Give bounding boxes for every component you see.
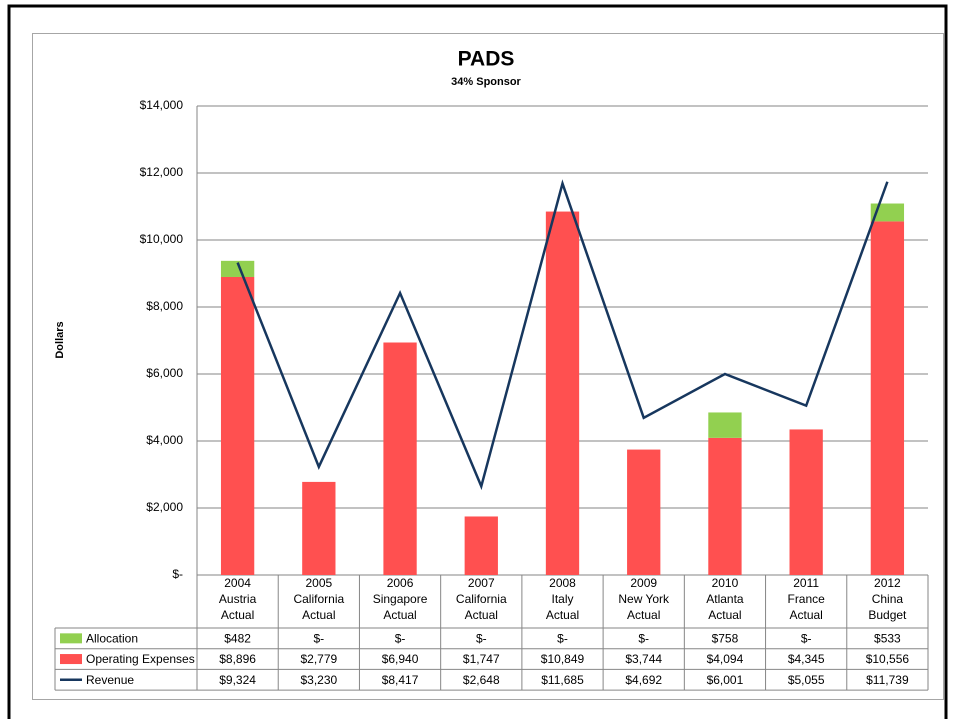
x-tick-label: Budget bbox=[868, 608, 907, 622]
x-tick-label: New York bbox=[618, 592, 670, 606]
y-tick-label: $6,000 bbox=[146, 366, 183, 380]
table-value: $- bbox=[476, 632, 487, 646]
y-tick-label: $12,000 bbox=[140, 165, 184, 179]
table-value: $4,345 bbox=[788, 652, 825, 666]
x-tick-label: Italy bbox=[551, 592, 573, 606]
table-value: $1,747 bbox=[463, 652, 500, 666]
x-tick-label: 2009 bbox=[630, 576, 657, 590]
legend-key bbox=[60, 654, 82, 665]
table-value: $2,648 bbox=[463, 673, 500, 687]
table-value: $2,779 bbox=[300, 652, 337, 666]
legend-key bbox=[60, 633, 82, 644]
bar-segment bbox=[302, 481, 336, 575]
table-value: $10,556 bbox=[866, 652, 910, 666]
y-tick-label: $10,000 bbox=[140, 232, 184, 246]
table-value: $8,417 bbox=[382, 673, 419, 687]
y-tick-label: $- bbox=[172, 567, 183, 581]
x-tick-label: Actual bbox=[302, 608, 335, 622]
revenue-line bbox=[236, 179, 889, 491]
table-value: $6,940 bbox=[382, 652, 419, 666]
x-tick-label: 2010 bbox=[712, 576, 739, 590]
y-tick-label: $4,000 bbox=[146, 433, 183, 447]
chart-subtitle: 34% Sponsor bbox=[451, 76, 521, 88]
x-tick-label: China bbox=[872, 592, 904, 606]
x-tick-label: Singapore bbox=[373, 592, 428, 606]
chart-area bbox=[32, 33, 944, 700]
table-value: $758 bbox=[712, 632, 739, 646]
legend-label: Allocation bbox=[86, 632, 138, 646]
bar-segment bbox=[870, 221, 905, 575]
table-value: $9,324 bbox=[219, 673, 256, 687]
bar-segment bbox=[627, 449, 661, 575]
bar-segment bbox=[464, 516, 498, 575]
x-tick-label: 2007 bbox=[468, 576, 495, 590]
table-value: $- bbox=[557, 632, 568, 646]
x-tick-label: 2005 bbox=[305, 576, 332, 590]
x-tick-label: Actual bbox=[627, 608, 660, 622]
table-value: $5,055 bbox=[788, 673, 825, 687]
y-axis-title: Dollars bbox=[54, 321, 66, 358]
x-tick-label: Actual bbox=[546, 608, 579, 622]
x-tick-label: 2008 bbox=[549, 576, 576, 590]
x-tick-label: Austria bbox=[219, 592, 257, 606]
x-tick-label: Atlanta bbox=[706, 592, 744, 606]
bar-segment bbox=[708, 412, 742, 438]
x-tick-label: 2012 bbox=[874, 576, 901, 590]
frame bbox=[7, 4, 948, 719]
table-value: $482 bbox=[224, 632, 251, 646]
x-tick-label: Actual bbox=[789, 608, 822, 622]
bar-segment bbox=[220, 260, 255, 277]
y-tick-label: $8,000 bbox=[146, 299, 183, 313]
x-tick-label: 2006 bbox=[387, 576, 414, 590]
table-value: $4,692 bbox=[625, 673, 662, 687]
bar-segment bbox=[708, 437, 742, 575]
table-value: $11,685 bbox=[541, 673, 584, 687]
table-value: $- bbox=[395, 632, 406, 646]
bar-segment bbox=[789, 429, 823, 575]
table-value: $- bbox=[638, 632, 649, 646]
bar-segment bbox=[545, 211, 580, 575]
table-value: $8,896 bbox=[219, 652, 256, 666]
x-tick-label: 2011 bbox=[793, 576, 819, 590]
table-value: $6,001 bbox=[707, 673, 744, 687]
x-tick-label: Actual bbox=[465, 608, 498, 622]
table-value: $- bbox=[801, 632, 812, 646]
y-tick-label: $2,000 bbox=[146, 500, 183, 514]
bar-segment bbox=[383, 342, 417, 575]
y-tick-label: $14,000 bbox=[140, 98, 184, 112]
legend-label: Revenue bbox=[86, 673, 134, 687]
x-tick-label: Actual bbox=[221, 608, 254, 622]
table-value: $3,230 bbox=[300, 673, 337, 687]
x-tick-label: 2004 bbox=[224, 576, 251, 590]
legend-label: Operating Expenses bbox=[86, 652, 195, 666]
x-tick-label: California bbox=[293, 592, 344, 606]
table-value: $10,849 bbox=[541, 652, 585, 666]
table-value: $11,739 bbox=[866, 673, 909, 687]
x-tick-label: California bbox=[456, 592, 507, 606]
table-value: $4,094 bbox=[707, 652, 744, 666]
table-value: $3,744 bbox=[625, 652, 662, 666]
x-tick-label: Actual bbox=[708, 608, 741, 622]
bar-segment bbox=[220, 276, 255, 575]
table-value: $533 bbox=[874, 632, 901, 646]
table-value: $- bbox=[313, 632, 324, 646]
x-tick-label: Actual bbox=[383, 608, 416, 622]
x-tick-label: France bbox=[787, 592, 825, 606]
chart-title: PADS bbox=[458, 48, 515, 71]
